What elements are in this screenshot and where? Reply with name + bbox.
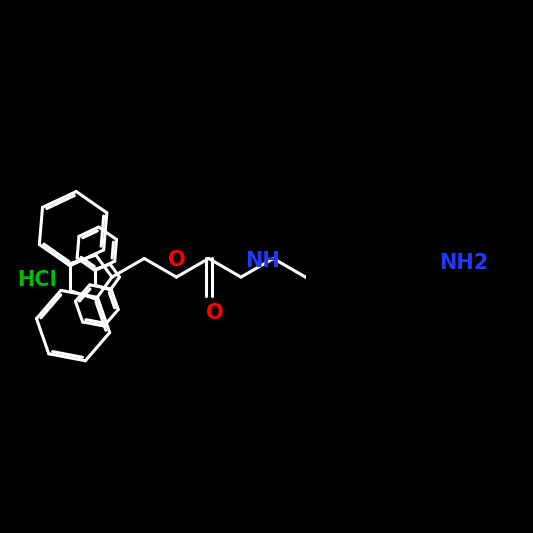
- Text: HCl: HCl: [17, 270, 57, 290]
- Text: NH: NH: [246, 252, 280, 271]
- Text: O: O: [168, 250, 185, 270]
- Text: O: O: [206, 303, 223, 322]
- Text: NH2: NH2: [439, 253, 488, 272]
